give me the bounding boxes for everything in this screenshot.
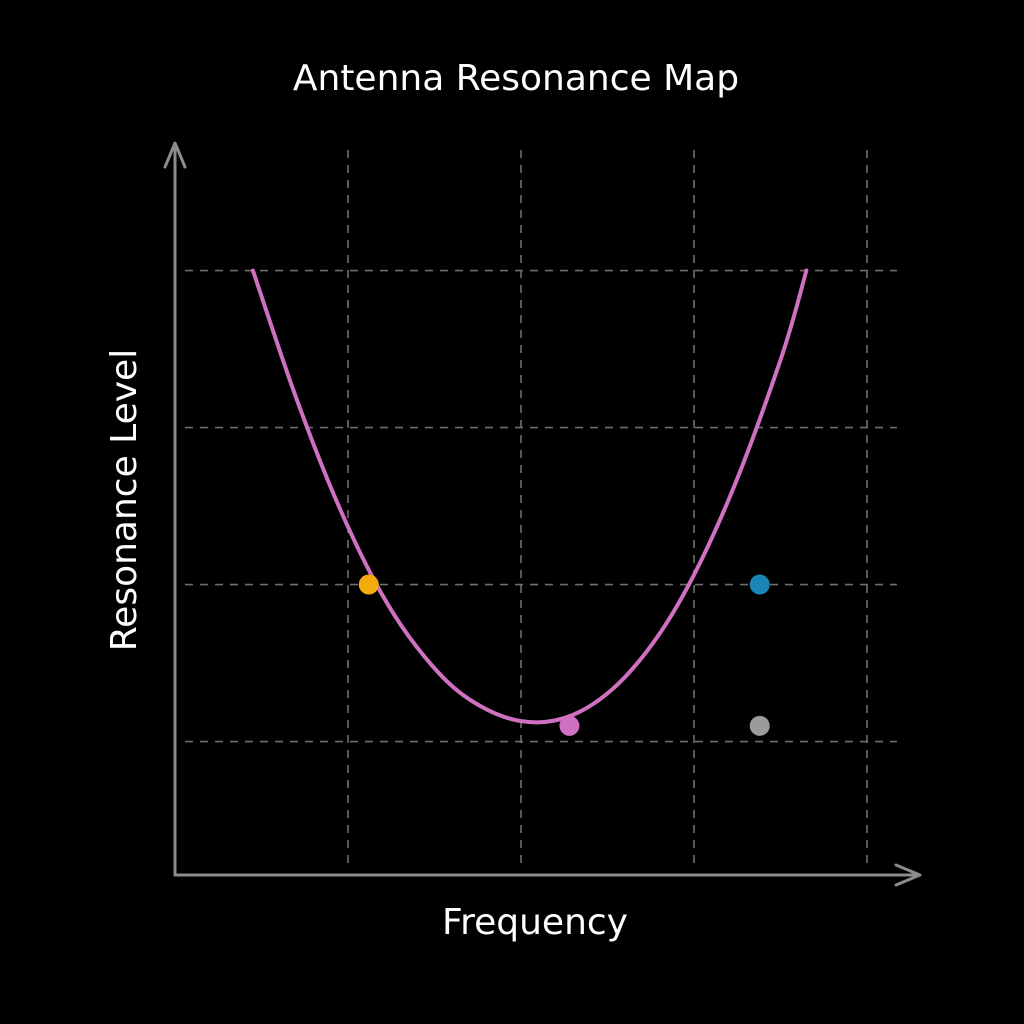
series-curve-1 xyxy=(250,268,809,725)
data-point-2 xyxy=(559,715,580,736)
data-point-4 xyxy=(749,715,770,736)
data-point-1 xyxy=(358,574,379,595)
x-axis-label: Frequency xyxy=(442,902,628,943)
y-axis-label: Resonance Level xyxy=(104,349,145,651)
y-axis-arrow-icon xyxy=(163,141,187,169)
grid xyxy=(185,150,897,870)
marker-layer xyxy=(358,574,770,736)
data-point-3 xyxy=(749,574,770,595)
series-layer xyxy=(250,268,809,725)
axes xyxy=(163,141,922,887)
chart-title: Antenna Resonance Map xyxy=(293,58,739,99)
x-axis-arrow-icon xyxy=(894,863,922,887)
